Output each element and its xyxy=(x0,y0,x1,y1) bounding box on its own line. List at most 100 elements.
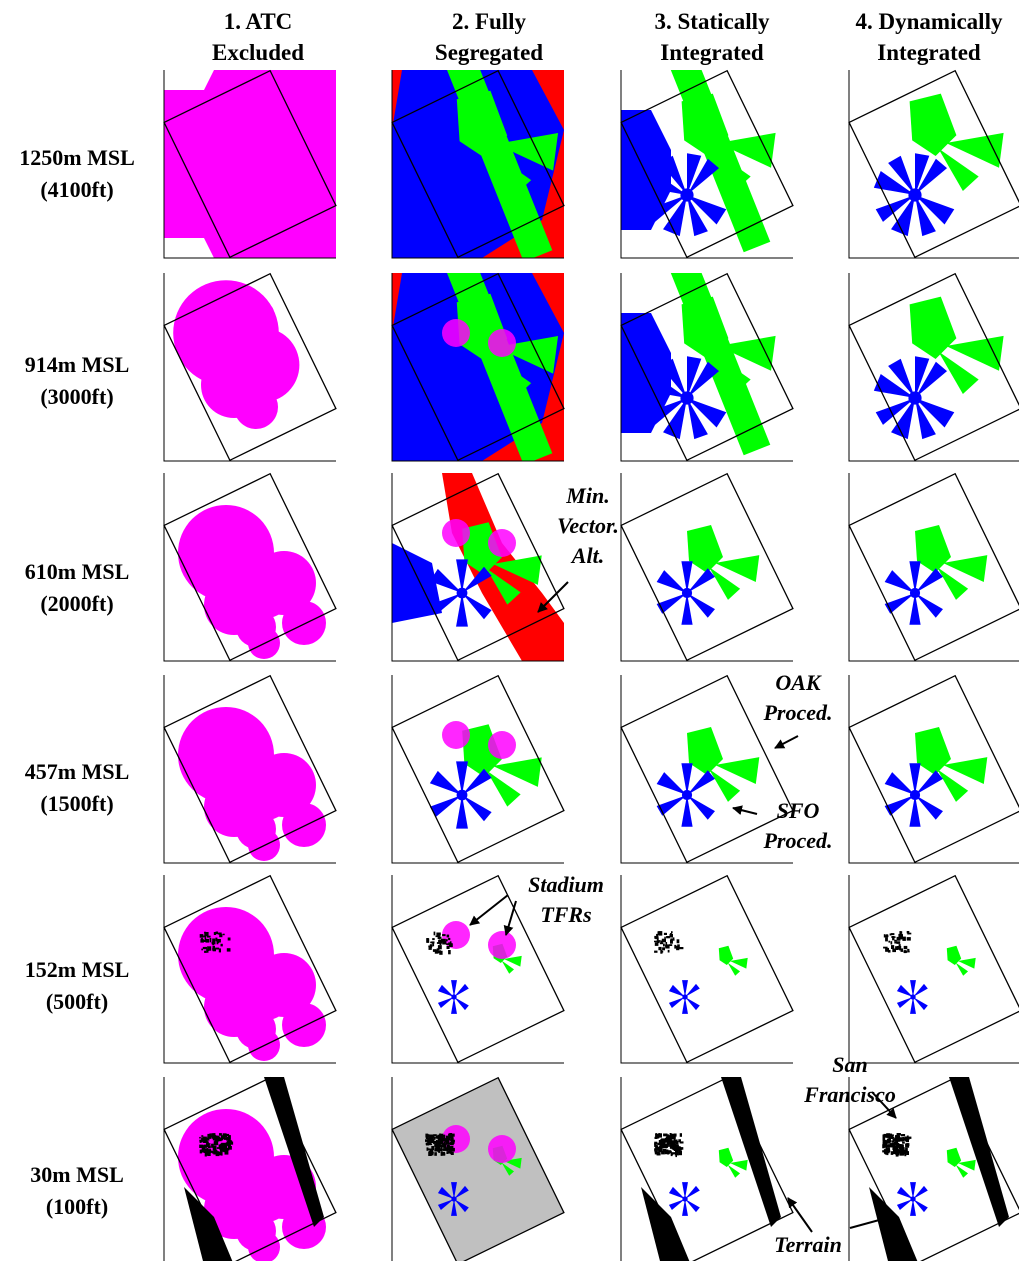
oak-approach-fan xyxy=(715,555,760,583)
sfo-approach-fan xyxy=(452,351,467,393)
col-1-title: 1. ATC xyxy=(224,9,293,34)
sfo-procedures xyxy=(410,351,492,435)
panel-axes xyxy=(620,675,793,864)
sfo-procedures xyxy=(896,980,928,1014)
panel-axes xyxy=(163,675,336,864)
panel-axes xyxy=(163,473,336,662)
map-boundary xyxy=(848,69,1019,259)
stadium-tfr-label: Stadium xyxy=(528,872,604,897)
map-boundary xyxy=(391,472,565,662)
sfo-procedures-label: Proced. xyxy=(762,828,832,853)
map-boundary xyxy=(391,674,565,864)
oak-procedures xyxy=(946,1147,976,1178)
terrain-arrow xyxy=(849,1213,895,1229)
panel-r3-c4 xyxy=(848,472,1019,662)
sfo-approach-fan xyxy=(681,561,693,593)
oak-procedures xyxy=(915,525,988,600)
col-4-subtitle: Integrated xyxy=(877,40,981,65)
oak-core xyxy=(915,727,951,775)
map-boundary xyxy=(391,272,565,462)
sfo-approach-fan xyxy=(428,393,452,435)
oak-approach-fan xyxy=(955,962,969,976)
sfo-approach-fan xyxy=(668,997,685,1008)
sfo-approach-fan xyxy=(687,195,727,225)
panel-r5-c4 xyxy=(848,874,1019,1064)
sfo-approach-fan xyxy=(687,398,708,440)
oak-approach-fan xyxy=(730,957,748,969)
sfo-core xyxy=(680,188,694,202)
sfo-approach-fan xyxy=(647,195,687,222)
sfo-approach-fan xyxy=(647,398,687,425)
sfo-approach-fan xyxy=(687,195,708,237)
sfo-approach-fan xyxy=(437,1186,454,1199)
panel-axes xyxy=(391,70,564,259)
sfo-approach-fan xyxy=(456,559,468,593)
panel-axes xyxy=(620,875,793,1064)
sfo-approach-fan xyxy=(437,984,454,997)
stadium-tfr xyxy=(488,1135,516,1163)
oak-core xyxy=(915,525,951,573)
sfo-approach-fan xyxy=(425,353,452,393)
oak-approach-fan xyxy=(709,769,741,802)
sfo-approach-fan xyxy=(913,983,928,997)
oak-approach-fan xyxy=(958,957,976,969)
panel-r1-c4 xyxy=(848,69,1019,259)
sfo-approach-fan xyxy=(681,593,693,625)
sfo-core xyxy=(445,183,459,197)
sfo-approach-fan xyxy=(681,795,693,827)
sfo-approach-fan xyxy=(909,561,921,593)
oak-procedures xyxy=(687,727,760,802)
sfo-approach-fan xyxy=(884,593,915,614)
terrain-label: Terrain xyxy=(774,1232,842,1257)
oak-procedures xyxy=(909,93,1004,191)
oak-procedures-label: OAK xyxy=(775,670,822,695)
col-3-subtitle: Integrated xyxy=(660,40,764,65)
panel-r5-c1 xyxy=(163,874,337,1064)
oak-approach-fan xyxy=(487,352,532,399)
row-1-altitude-ft: (4100ft) xyxy=(40,177,113,202)
sfo-approach-fan xyxy=(660,155,687,195)
terrain xyxy=(199,1133,234,1157)
atc-excluded-region xyxy=(252,753,316,817)
stadium-tfr-label: TFRs xyxy=(540,902,591,927)
sfo-approach-fan xyxy=(687,356,702,398)
atc-excluded-region xyxy=(252,551,316,615)
sfo-approach-fan xyxy=(888,155,915,195)
sfo-approach-fan xyxy=(429,770,462,795)
oak-core xyxy=(681,93,729,156)
sfo-core xyxy=(908,188,922,202)
sfo-approach-fan xyxy=(896,984,913,997)
panel-axes xyxy=(848,70,1019,259)
sfo-approach-fan xyxy=(452,356,485,393)
sfo-approach-fan xyxy=(451,1199,457,1216)
panel-r6-c2 xyxy=(391,1076,565,1261)
oak-approach-fan xyxy=(730,1159,748,1171)
oak-procedures xyxy=(447,70,559,258)
sfo-approach-fan xyxy=(875,195,915,222)
sfo-approach-fan xyxy=(452,393,492,423)
map-boundary xyxy=(163,874,337,1064)
panel-r3-c1 xyxy=(163,472,337,662)
sfo-approach-fan xyxy=(687,158,720,195)
sfo-approach-fan xyxy=(884,772,915,795)
sfo-approach-fan xyxy=(915,795,943,820)
sfo-core xyxy=(451,994,457,1000)
stadium-tfr xyxy=(442,319,470,347)
sfo-core xyxy=(681,789,693,801)
panel-axes xyxy=(620,473,793,662)
sfo-approach-fan xyxy=(915,158,948,195)
sfo-core xyxy=(910,994,916,1000)
atc-excluded-region xyxy=(164,70,336,258)
col-3-title: 3. Statically xyxy=(655,9,770,34)
map-boundary xyxy=(848,874,1019,1064)
terrain xyxy=(425,1133,455,1156)
map-boundary xyxy=(620,1076,794,1261)
panel-r3-c3 xyxy=(620,472,794,662)
sfo-core xyxy=(456,789,468,801)
sfo-approach-fan xyxy=(462,768,492,795)
panel-axes xyxy=(391,1077,393,1261)
sfo-approach-fan xyxy=(687,795,715,820)
oak-procedures xyxy=(718,945,748,976)
sfo-procedures-arrow xyxy=(732,805,758,816)
sfo-approach-fan xyxy=(685,1199,700,1213)
